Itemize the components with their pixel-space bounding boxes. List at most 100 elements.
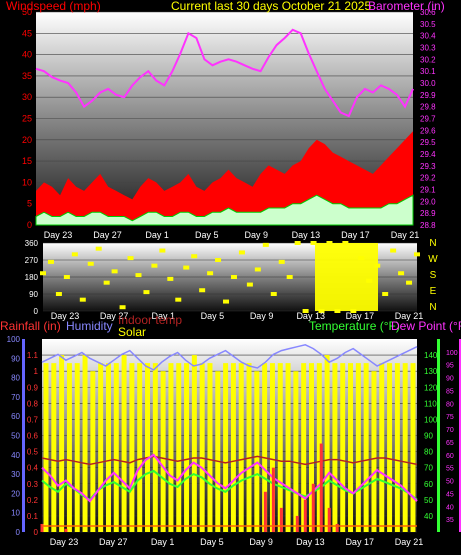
baro-tick-13: 30.1 — [420, 67, 436, 76]
wind-xtick-6: Day 17 — [341, 230, 370, 240]
rain-tick-9: 0.9 — [27, 383, 39, 392]
solar-bar-47 — [410, 363, 416, 532]
humidity-axis-stripe — [22, 339, 25, 532]
solar-bar-20 — [199, 363, 205, 532]
humidity-tick-3: 30 — [11, 470, 20, 479]
direction-point-5 — [79, 297, 86, 302]
dew-tick-7: 70 — [446, 427, 454, 434]
solar-bar-0 — [43, 363, 49, 532]
direction-xtick-6: Day 17 — [346, 311, 375, 321]
dew-tick-10: 85 — [446, 388, 454, 395]
rain-bar-3 — [64, 528, 68, 532]
wind-average-area — [35, 194, 414, 226]
temp-xtick-4: Day 9 — [249, 537, 273, 547]
direction-point-1 — [47, 259, 54, 264]
direction-point-3 — [63, 275, 70, 279]
direction-point-12 — [135, 273, 142, 278]
direction-point-13 — [143, 290, 150, 295]
direction-compass-4: N — [429, 302, 436, 313]
solar-bar-32 — [293, 371, 299, 532]
dew-tick-5: 60 — [446, 453, 454, 460]
windspeed-axis-label: Windspeed (mph) — [6, 0, 101, 13]
solar-bar-31 — [285, 363, 291, 532]
direction-xtick-2: Day 1 — [152, 311, 176, 321]
temperature-axis-label: Temperature (°F) — [309, 319, 400, 333]
baro-tick-17: 30.5 — [420, 20, 436, 29]
solar-bar-11 — [129, 363, 135, 532]
solar-bar-40 — [355, 363, 361, 532]
dew-axis-stripe — [459, 339, 461, 532]
temp-tick-8: 120 — [424, 383, 438, 392]
solar-bar-12 — [137, 363, 143, 532]
dew-tick-3: 50 — [446, 479, 454, 486]
rainfall-axis-label: Rainfall (in) — [0, 319, 61, 333]
humidity-tick-10: 100 — [7, 335, 21, 344]
wind-xtick-0: Day 23 — [44, 230, 73, 240]
solar-bar-30 — [277, 363, 283, 532]
direction-point-43 — [382, 292, 389, 296]
direction-point-9 — [111, 269, 118, 274]
solar-bar-41 — [363, 363, 369, 532]
temp-axis-stripe — [437, 339, 440, 532]
indoor-temp-legend-label: Indoor temp — [118, 313, 183, 327]
direction-tick-1: 90 — [29, 290, 38, 299]
wind-barometer-panel: 0 5 10 15 20 25 30 35 40 45 50 28.8 28.9 29.0 29.1 29.2… — [22, 7, 436, 240]
direction-point-46 — [406, 280, 413, 285]
direction-point-31 — [286, 275, 293, 279]
solar-bar-29 — [269, 363, 275, 532]
rain-bar-28 — [263, 491, 267, 532]
dewpoint-axis-label: Dew Point (°F) — [391, 319, 461, 333]
temp-tick-4: 80 — [424, 448, 433, 457]
direction-compass-3: E — [430, 286, 437, 297]
temp-tick-9: 130 — [424, 367, 438, 376]
direction-point-17 — [175, 297, 182, 302]
direction-point-27 — [254, 267, 261, 272]
rain-bar-29 — [271, 467, 275, 532]
baro-tick-2: 29.0 — [420, 197, 436, 206]
solar-bar-14 — [152, 363, 158, 532]
temp-tick-10: 140 — [424, 351, 438, 360]
solar-bar-25 — [238, 363, 244, 532]
solar-bar-26 — [246, 363, 252, 532]
direction-xtick-7: Day 21 — [395, 311, 424, 321]
dew-tick-4: 55 — [446, 466, 454, 473]
wind-xtick-3: Day 5 — [195, 230, 219, 240]
temp-xtick-2: Day 1 — [151, 537, 175, 547]
direction-point-30 — [278, 259, 285, 264]
wind-tick-1: 5 — [27, 199, 32, 209]
wind-tick-5: 25 — [22, 114, 32, 124]
solar-bar-38 — [340, 363, 346, 532]
rain-bar-35 — [319, 443, 323, 532]
baro-tick-3: 29.1 — [420, 186, 436, 195]
direction-point-20 — [199, 288, 206, 293]
wind-tick-10: 50 — [22, 7, 32, 17]
direction-point-6 — [87, 261, 94, 266]
rain-tick-0: 0 — [34, 528, 39, 537]
solar-bar-46 — [402, 363, 408, 532]
dew-tick-1: 40 — [446, 504, 454, 511]
direction-compass-0: N — [429, 238, 436, 249]
dew-tick-11: 90 — [446, 376, 454, 383]
rain-tick-8: 0.8 — [27, 399, 39, 408]
direction-xtick-0: Day 23 — [51, 311, 80, 321]
dew-tick-0: 35 — [446, 517, 454, 524]
wind-tick-3: 15 — [22, 156, 32, 166]
solar-bar-36 — [324, 355, 330, 532]
direction-point-15 — [159, 248, 166, 253]
rain-bar-33 — [303, 499, 307, 532]
direction-point-10 — [119, 305, 126, 310]
temp-tick-0: 40 — [424, 512, 433, 521]
rain-tick-2: 0.2 — [27, 496, 39, 505]
direction-compass-1: W — [428, 254, 438, 265]
solar-bar-24 — [230, 363, 236, 532]
humidity-tick-4: 40 — [11, 451, 20, 460]
solar-bar-28 — [262, 363, 268, 532]
solar-bar-19 — [191, 355, 197, 532]
direction-point-21 — [207, 271, 214, 276]
wind-tick-8: 40 — [22, 50, 32, 60]
solar-bar-9 — [113, 363, 119, 532]
rain-bar-30 — [279, 507, 283, 532]
wind-xtick-1: Day 27 — [93, 230, 122, 240]
baro-tick-12: 30.0 — [420, 79, 436, 88]
